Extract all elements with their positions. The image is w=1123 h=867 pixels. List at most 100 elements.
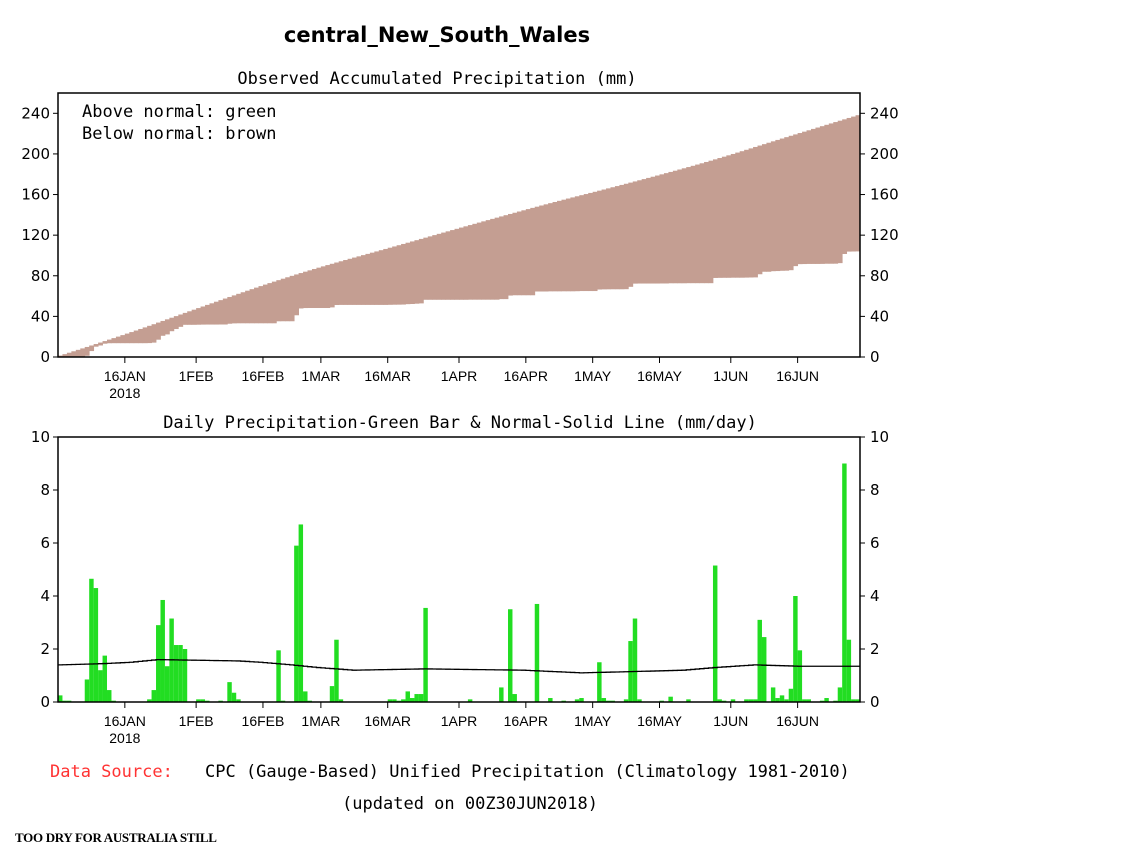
daily-precip-bar xyxy=(151,690,157,702)
daily-chart: 0 0 2 2 4 4 6 6 8 8 10 10 16JAN 1FEB 16FEB 1MAR 16MAR 1AP… xyxy=(31,428,889,746)
below-normal-area xyxy=(142,327,148,344)
below-normal-area xyxy=(686,167,692,284)
daily-precip-bar xyxy=(770,687,776,702)
below-normal-area xyxy=(503,215,509,300)
below-normal-area xyxy=(757,145,763,275)
below-normal-area xyxy=(552,201,558,292)
below-normal-area xyxy=(467,225,473,300)
top-ytick-label-right: 0 xyxy=(870,348,880,366)
daily-precip-bar xyxy=(401,699,406,702)
below-normal-area xyxy=(151,324,157,343)
bottom-ytick-label-left: 0 xyxy=(40,693,50,711)
below-normal-area xyxy=(200,306,206,325)
below-normal-area xyxy=(147,325,152,344)
below-normal-area xyxy=(280,278,286,322)
below-normal-area xyxy=(329,263,335,308)
below-normal-area xyxy=(610,187,616,290)
below-normal-area xyxy=(779,138,785,271)
daily-precip-bar xyxy=(164,666,170,702)
below-normal-area xyxy=(574,196,580,292)
daily-precip-bar xyxy=(200,699,206,702)
below-normal-area xyxy=(735,152,741,278)
below-normal-area xyxy=(262,284,268,324)
below-normal-area xyxy=(311,268,317,309)
below-normal-area xyxy=(178,314,184,327)
below-normal-area xyxy=(316,267,322,309)
below-normal-area xyxy=(788,135,794,271)
below-normal-area xyxy=(641,179,647,284)
below-normal-area xyxy=(494,217,500,300)
daily-precip-bar xyxy=(802,699,807,702)
below-normal-area xyxy=(374,251,380,305)
below-normal-area xyxy=(191,309,197,325)
bottom-ytick-label-left: 6 xyxy=(40,534,50,552)
top-ytick-label-right: 80 xyxy=(870,267,889,285)
below-normal-area xyxy=(766,142,772,272)
below-normal-area xyxy=(334,262,340,306)
below-normal-area xyxy=(797,133,803,265)
below-normal-area xyxy=(160,320,166,336)
below-normal-area xyxy=(824,124,830,264)
top-xtick-label: 16JAN xyxy=(104,368,146,384)
below-normal-area xyxy=(365,253,371,305)
below-normal-area xyxy=(699,163,705,284)
below-normal-area xyxy=(98,342,103,346)
below-normal-area xyxy=(592,191,598,292)
below-normal-area xyxy=(561,199,567,292)
below-normal-area xyxy=(120,335,126,344)
below-normal-area xyxy=(819,126,825,264)
below-normal-area xyxy=(169,317,175,332)
daily-precip-bar xyxy=(712,565,718,702)
bottom-xtick-label: 16JAN xyxy=(104,713,146,729)
daily-precip-bar xyxy=(824,698,829,702)
daily-precip-bar xyxy=(508,609,513,702)
daily-precip-bar xyxy=(846,639,852,702)
below-normal-area xyxy=(356,256,362,305)
daily-precip-bar xyxy=(93,588,99,702)
below-normal-area xyxy=(285,277,291,322)
daily-precip-bar xyxy=(227,682,232,702)
below-normal-area xyxy=(730,153,736,278)
daily-precip-bar xyxy=(392,699,397,702)
below-normal-area xyxy=(218,300,224,325)
daily-precip-bar xyxy=(748,699,754,702)
legend-above: Above normal: green xyxy=(82,102,276,122)
daily-precip-bar xyxy=(806,699,811,702)
below-normal-area xyxy=(521,210,527,296)
below-normal-area xyxy=(476,222,482,300)
below-normal-area xyxy=(681,168,687,284)
top-year-label: 2018 xyxy=(109,385,140,401)
below-normal-area xyxy=(418,238,424,304)
daily-precip-bar xyxy=(298,524,304,702)
below-normal-area xyxy=(267,283,273,324)
bottom-xtick-label: 1MAY xyxy=(574,713,612,729)
daily-precip-bar xyxy=(409,698,415,702)
top-ytick-label-right: 200 xyxy=(870,145,899,163)
data-source-text: CPC (Gauge-Based) Unified Precipitation … xyxy=(205,762,850,782)
below-normal-area xyxy=(111,338,117,344)
below-normal-area xyxy=(663,173,669,284)
below-normal-area xyxy=(445,231,451,300)
below-normal-area xyxy=(508,213,513,296)
daily-precip-bar xyxy=(851,699,856,702)
below-normal-area xyxy=(485,220,491,300)
below-normal-area xyxy=(258,286,264,324)
daily-precip-bar xyxy=(548,698,553,702)
below-normal-area xyxy=(93,344,99,347)
below-normal-area xyxy=(810,128,816,264)
below-normal-area xyxy=(236,293,242,324)
normal-line xyxy=(58,658,860,674)
bottom-ytick-label-left: 4 xyxy=(40,587,50,605)
below-normal-area xyxy=(347,258,353,305)
daily-precip-bar xyxy=(757,619,762,702)
top-xtick-label: 1JUN xyxy=(713,368,748,384)
below-normal-area xyxy=(726,155,732,278)
below-normal-area xyxy=(182,312,188,325)
below-normal-area xyxy=(855,115,861,252)
below-normal-area xyxy=(833,122,839,264)
below-normal-area xyxy=(240,292,246,324)
top-xtick-label: 16MAR xyxy=(364,368,411,384)
daily-precip-bar xyxy=(102,655,108,702)
below-normal-area xyxy=(213,301,219,325)
below-normal-area xyxy=(557,200,562,292)
